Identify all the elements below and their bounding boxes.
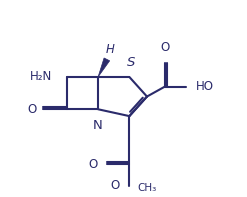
- Text: CH₃: CH₃: [137, 183, 156, 193]
- Text: O: O: [110, 179, 120, 192]
- Text: O: O: [160, 41, 169, 54]
- Text: O: O: [89, 158, 98, 171]
- Text: O: O: [27, 103, 37, 116]
- Text: H: H: [105, 44, 114, 57]
- Text: S: S: [127, 56, 136, 69]
- Text: N: N: [93, 119, 103, 132]
- Text: H₂N: H₂N: [30, 71, 52, 84]
- Text: HO: HO: [196, 80, 214, 93]
- Polygon shape: [98, 58, 110, 77]
